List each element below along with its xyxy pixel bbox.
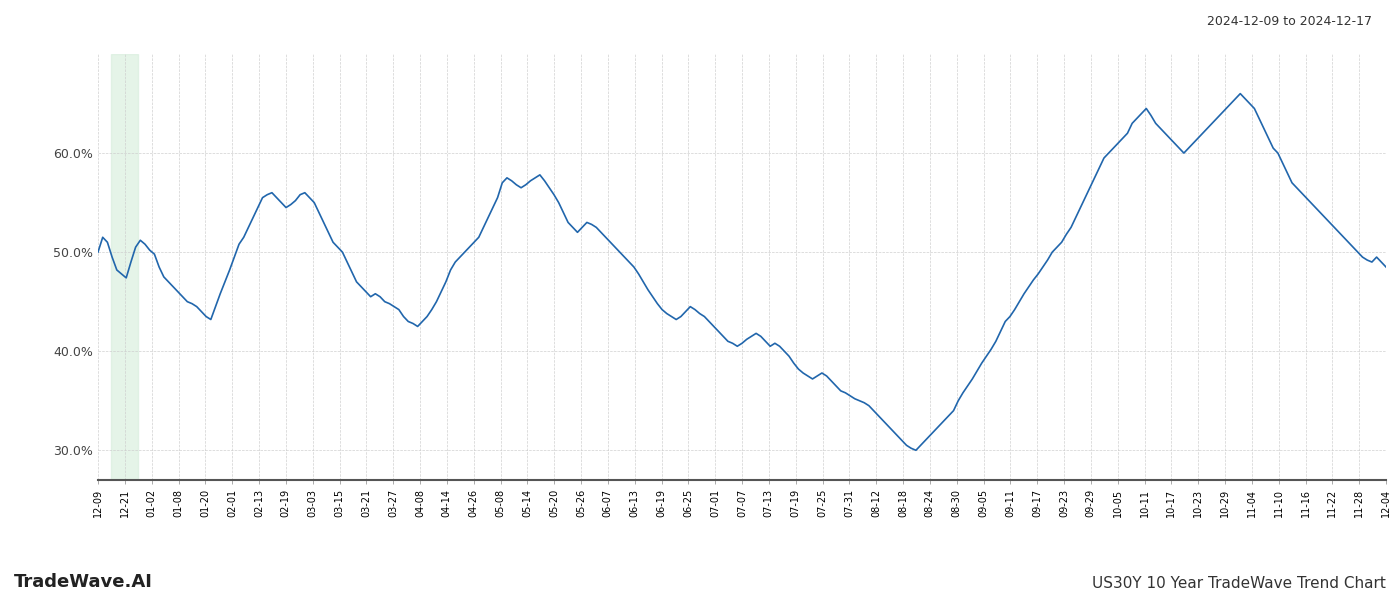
Bar [112,54,139,480]
Text: TradeWave.AI: TradeWave.AI [14,573,153,591]
Text: US30Y 10 Year TradeWave Trend Chart: US30Y 10 Year TradeWave Trend Chart [1092,576,1386,591]
Text: 2024-12-09 to 2024-12-17: 2024-12-09 to 2024-12-17 [1207,15,1372,28]
